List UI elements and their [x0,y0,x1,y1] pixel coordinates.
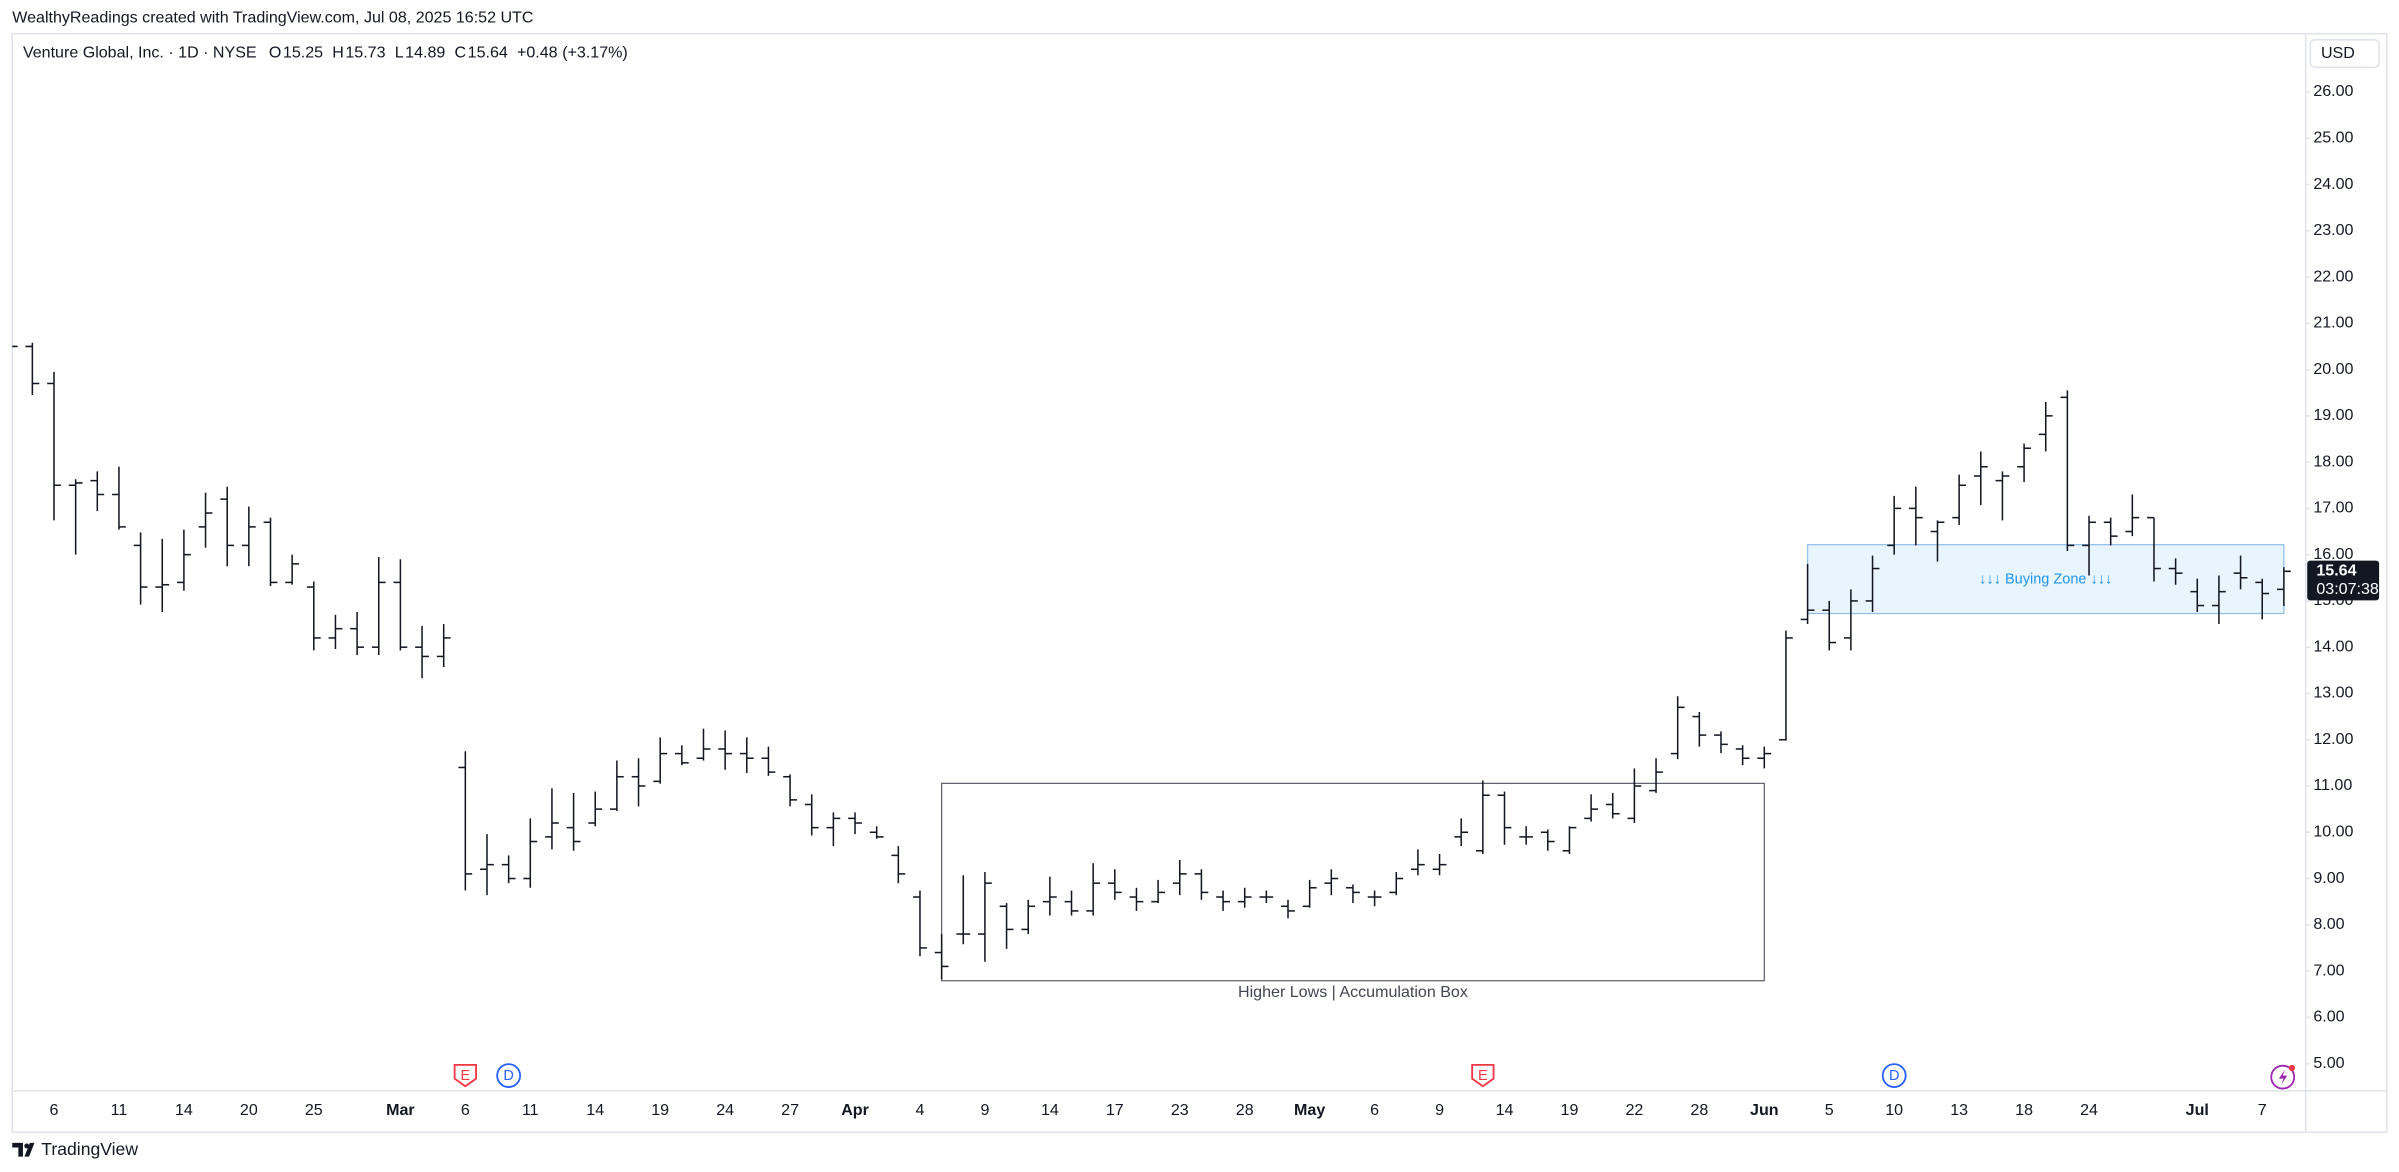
x-tick-label: 19 [651,1101,669,1119]
y-tick-label: 25.00 [2313,128,2353,146]
y-tick-label: 22.00 [2313,267,2353,285]
x-tick-label: 18 [2015,1101,2033,1119]
x-tick-label: May [1294,1101,1325,1119]
legend-symbol: Venture Global, Inc. · 1D · NYSE [23,44,257,62]
x-tick-label: 11 [111,1101,128,1119]
x-tick-label: 9 [980,1101,989,1119]
y-tick-label: 8.00 [2313,915,2344,933]
currency: USD [2321,44,2355,62]
y-tick-label: 19.00 [2313,406,2353,424]
x-tick-label: 24 [2080,1101,2098,1119]
alert-dot [2288,1064,2295,1072]
y-tick-label: 16.00 [2313,545,2353,563]
x-tick-label: 14 [1041,1101,1059,1119]
x-tick-label: Jul [2186,1101,2209,1119]
y-tick-label: 23.00 [2313,221,2353,239]
y-tick-label: 24.00 [2313,175,2353,193]
x-tick-label: 19 [1561,1101,1579,1119]
legend-value: 15.25 [283,44,323,62]
legend-value: 14.89 [405,44,445,62]
event-badge[interactable] [496,1063,522,1088]
x-tick-label: 6 [1370,1101,1379,1119]
x-tick-label: 13 [1950,1101,1968,1119]
countdown: 03:07:38 [2316,580,2379,598]
event-badge[interactable] [453,1063,477,1088]
frame [11,32,2388,1133]
event-label: D [1889,1068,1899,1084]
legend-field: H [332,44,344,62]
buying-zone[interactable] [1806,544,2285,615]
event-label: E [460,1068,470,1084]
event-badge[interactable] [1471,1063,1495,1088]
y-tick-label: 12.00 [2313,730,2353,748]
accumulation-box[interactable] [941,782,1765,982]
legend-field: O [269,44,281,62]
x-tick-label: 28 [1236,1101,1254,1119]
x-tick-label: 23 [1171,1101,1189,1119]
last-price: 15.64 [2316,562,2356,580]
plot [12,342,2291,982]
y-tick-label: 17.00 [2313,499,2353,517]
x-tick-label: 5 [1825,1101,1834,1119]
x-tick-label: 6 [50,1101,59,1119]
x-tick-label: 20 [240,1101,258,1119]
legend-change: +0.48 [517,44,558,62]
legend-field: C [455,44,467,62]
y-tick-label: 6.00 [2313,1008,2344,1026]
brand: TradingView [41,1139,138,1159]
x-tick-label: 28 [1690,1101,1708,1119]
annotation: ↓↓↓ Buying Zone ↓↓↓ [1979,572,2112,588]
x-tick-label: 4 [916,1101,925,1119]
y-tick-label: 10.00 [2313,823,2353,841]
y-tick-label: 7.00 [2313,961,2344,979]
legend-change-pct: (+3.17%) [562,44,628,62]
y-tick-label: 20.00 [2313,360,2353,378]
annotation: Higher Lows | Accumulation Box [1238,983,1468,1001]
x-tick-label: Apr [841,1101,869,1119]
x-tick-label: 27 [781,1101,799,1119]
x-tick-label: 7 [2258,1101,2267,1119]
legend-value: 15.64 [468,44,508,62]
x-tick-label: Mar [386,1101,415,1119]
x-tick-label: 9 [1435,1101,1444,1119]
last-price-box [2307,560,2380,601]
y-tick-label: 18.00 [2313,452,2353,470]
x-tick-label: 24 [716,1101,734,1119]
x-tick-label: 11 [522,1101,539,1119]
currency-box[interactable] [2309,39,2380,69]
y-tick-label: 11.00 [2313,776,2352,794]
y-tick-label: 21.00 [2313,314,2353,332]
legend: Venture Global, Inc. · 1D · NYSE O 15.25 H 1… [23,44,628,62]
y-tick-label: 9.00 [2313,869,2344,887]
x-tick-label: 17 [1106,1101,1124,1119]
legend-field: L [395,44,404,62]
x-tick-label: 10 [1885,1101,1903,1119]
event-badge[interactable] [1881,1063,1907,1088]
x-tick-label: 22 [1625,1101,1643,1119]
x-tick-label: 14 [175,1101,193,1119]
y-tick-label: 14.00 [2313,637,2353,655]
credit: WealthyReadings created with TradingView… [12,9,533,27]
legend-value: 15.73 [345,44,385,62]
x-tick-label: 14 [1496,1101,1514,1119]
x-tick-label: Jun [1750,1101,1779,1119]
y-tick-label: 13.00 [2313,684,2353,702]
brand-logo [12,1142,35,1157]
x-tick-label: 6 [461,1101,470,1119]
y-tick-label: 26.00 [2313,82,2353,100]
event-label: D [503,1068,513,1084]
y-tick-label: 5.00 [2313,1054,2344,1072]
x-tick-label: 14 [586,1101,604,1119]
event-label: E [1478,1068,1488,1084]
alert-icon [2278,1069,2288,1085]
x-tick-label: 25 [305,1101,323,1119]
